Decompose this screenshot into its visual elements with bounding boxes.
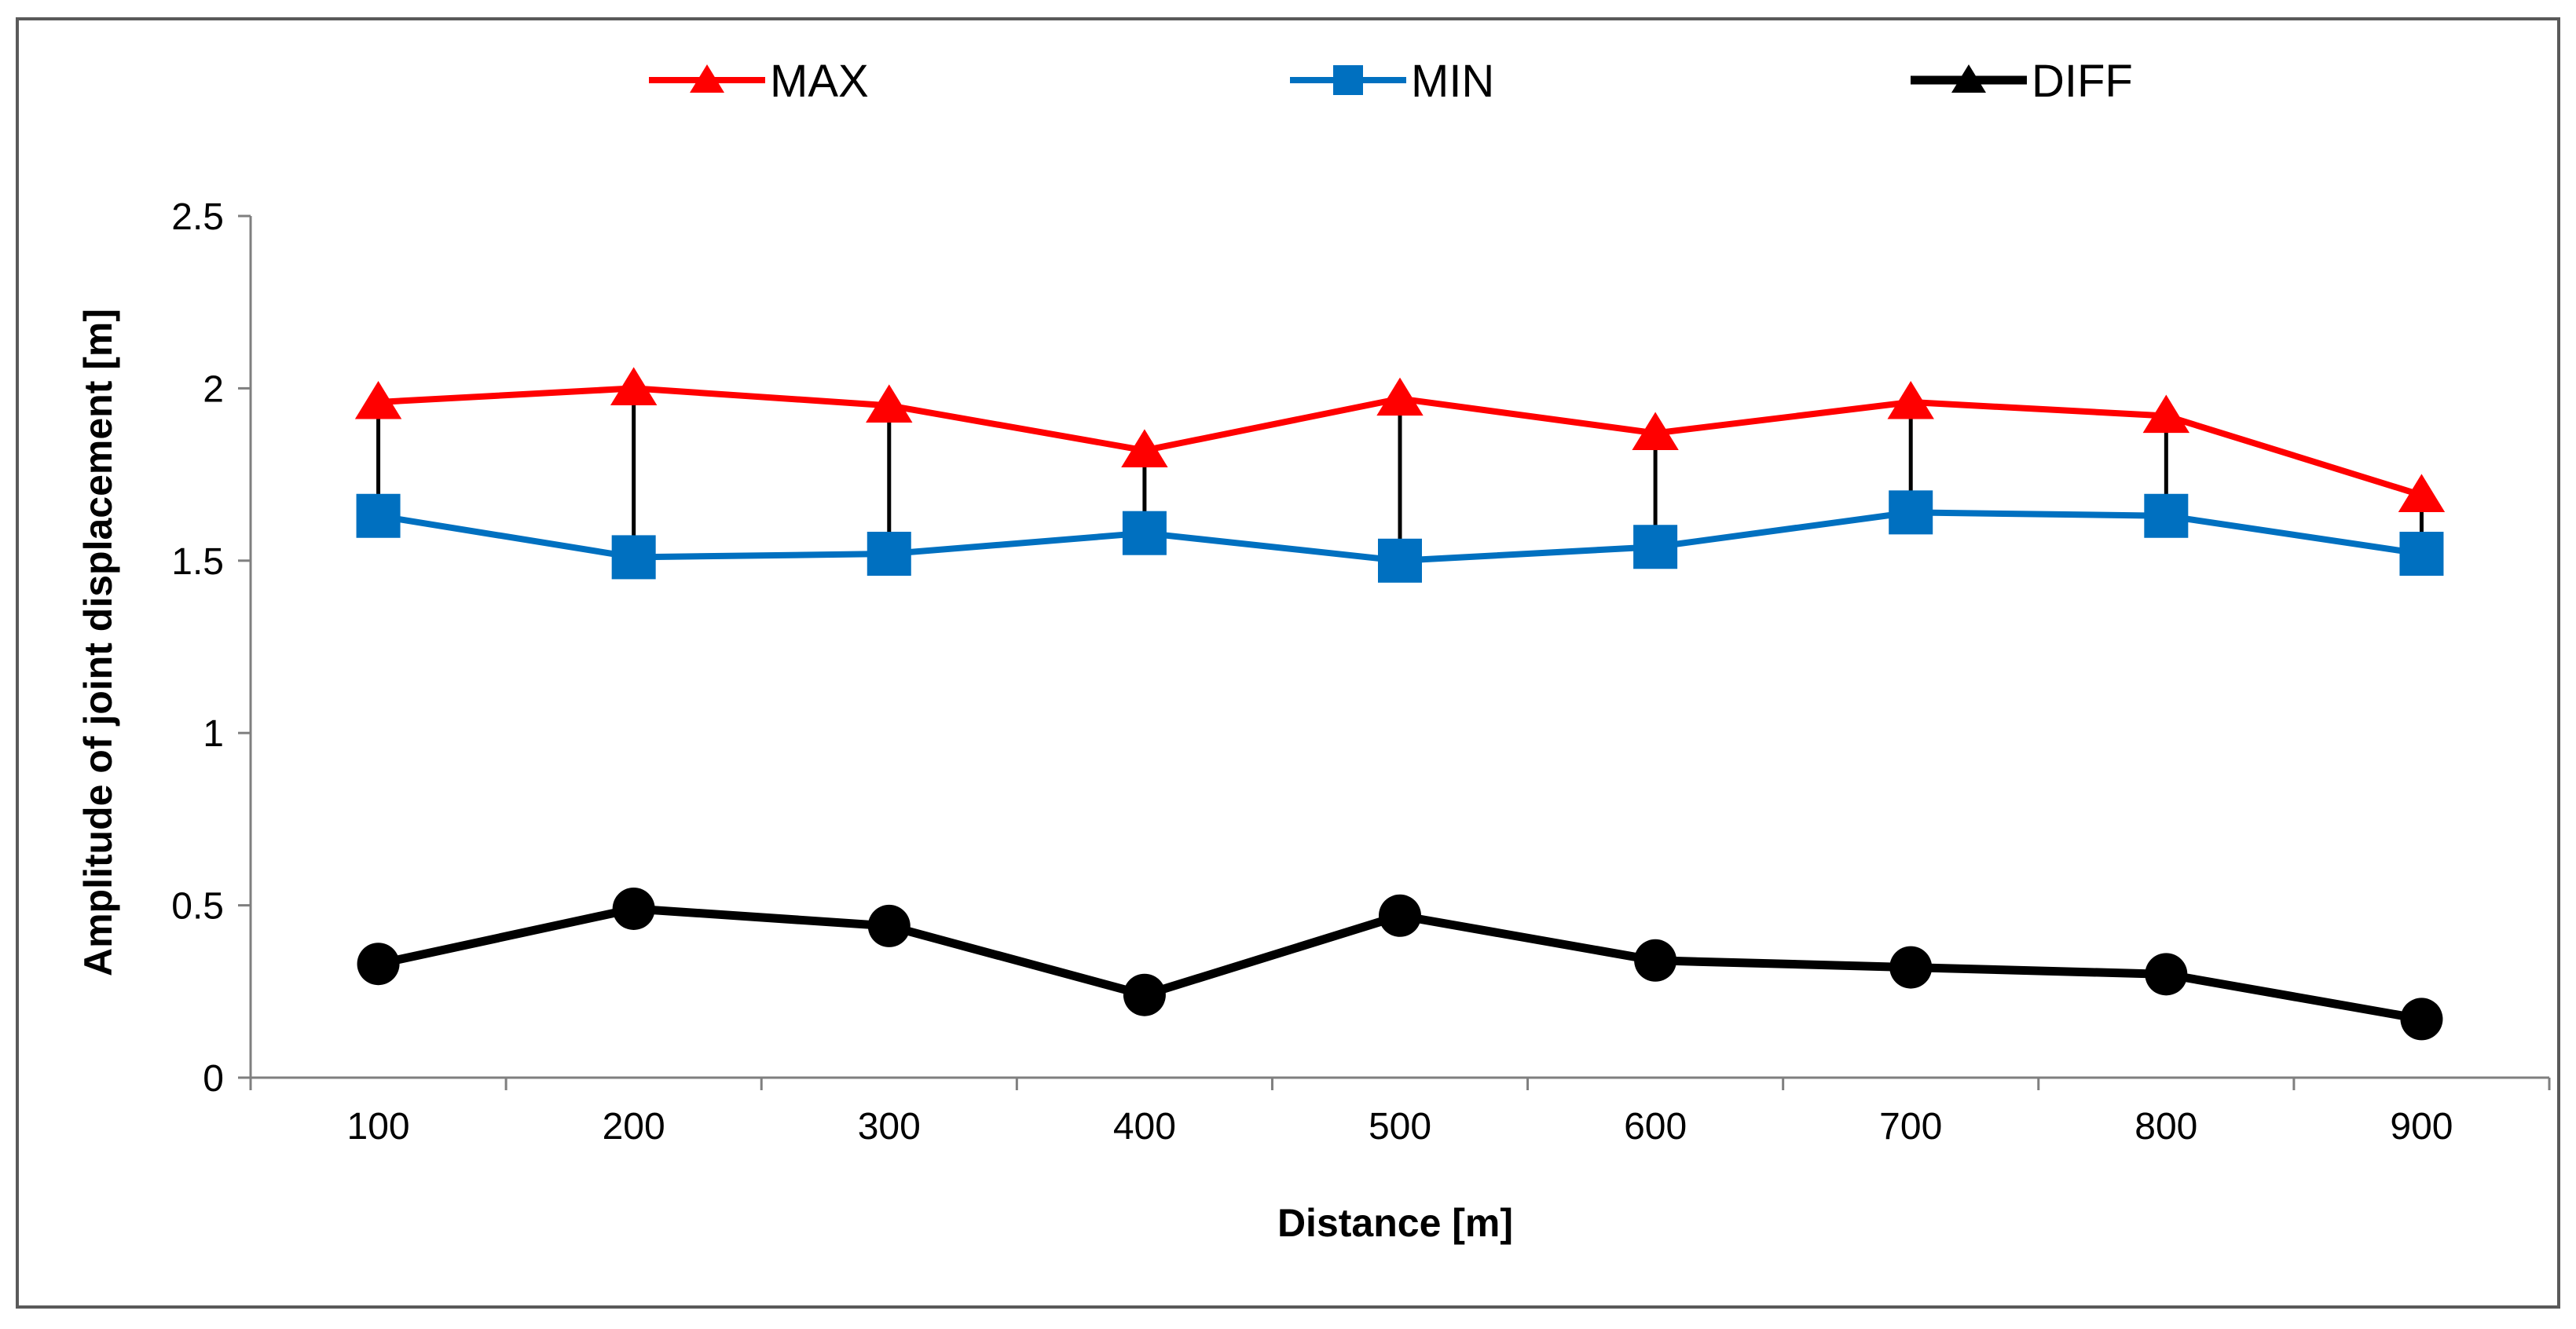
max-point (354, 380, 402, 419)
x-tick-label: 500 (1369, 1106, 1431, 1148)
legend-label-max: MAX (770, 56, 869, 107)
x-tick-label: 900 (2390, 1106, 2453, 1148)
x-tick-label: 800 (2134, 1106, 2197, 1148)
diff-point (1379, 894, 1421, 937)
min-point (1122, 511, 1167, 555)
chart-border (16, 17, 2560, 1309)
x-axis-title: Distance [m] (1277, 1201, 1513, 1245)
diff-point (1634, 939, 1677, 982)
diff-point (2145, 953, 2188, 996)
x-tick-label: 300 (858, 1106, 921, 1148)
x-tick-label: 600 (1624, 1106, 1687, 1148)
min-point (1633, 525, 1678, 569)
max-point (1376, 377, 1424, 416)
min-point (867, 532, 911, 577)
y-tick-label: 2 (203, 368, 224, 410)
diff-point (1123, 973, 1166, 1016)
legend-marker-min (1333, 65, 1363, 95)
min-point (1889, 490, 1933, 535)
legend-marker-diff (1951, 64, 1986, 93)
y-tick-label: 2.5 (171, 196, 224, 238)
diff-point (867, 904, 911, 947)
x-tick-label: 200 (603, 1106, 665, 1148)
axes: 0 0.5 1 1.5 2 2.5 100 200 300 400 500 600 700 800 900 (171, 196, 2551, 1148)
diff-point (612, 887, 655, 930)
max-point (1887, 380, 1934, 419)
min-point (356, 493, 401, 538)
diff-point (1889, 946, 1933, 989)
diff-point (357, 943, 400, 986)
max-point (2142, 394, 2190, 434)
legend-label-min: MIN (1411, 56, 1494, 107)
max-point (1121, 429, 1168, 467)
legend-marker-max (690, 64, 724, 93)
x-tick-label: 400 (1113, 1106, 1176, 1148)
max-point (2398, 474, 2446, 513)
max-point (866, 384, 913, 423)
max-point (610, 367, 658, 405)
legend-label-diff: DIFF (2032, 56, 2133, 107)
min-point (611, 535, 656, 580)
x-tick-label: 100 (347, 1106, 410, 1148)
y-axis-title: Amplitude of joint displacement [m] (76, 309, 120, 976)
min-point (2144, 493, 2189, 538)
min-point (1378, 538, 1422, 583)
y-tick-label: 1 (203, 713, 224, 755)
legend: MAX MIN DIFF (649, 56, 2133, 107)
y-tick-label: 1.5 (171, 541, 224, 583)
diff-point (2400, 998, 2443, 1041)
x-tick-label: 700 (1879, 1106, 1942, 1148)
max-point (1632, 412, 1679, 451)
min-point (2399, 532, 2444, 577)
y-tick-label: 0 (203, 1058, 224, 1100)
series-layer (354, 367, 2446, 1041)
y-tick-label: 0.5 (171, 886, 224, 928)
